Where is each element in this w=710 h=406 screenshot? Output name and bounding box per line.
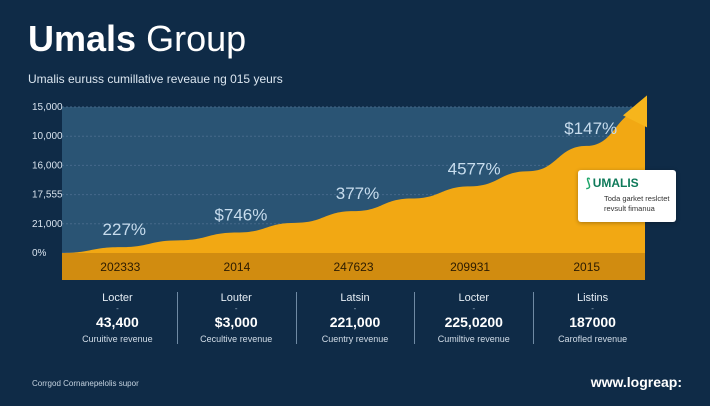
stat-4: Locter - 225,0200 Cumiltive revenue [414,292,533,352]
stat-caption: Cuentry revenue [321,334,389,344]
data-label: 4577% [448,159,501,178]
badge-line-2: revsult fimanua [604,204,655,213]
title-bold: Umals [28,18,137,59]
badge-text: Toda garket reslctet revsult fimanua [604,194,669,214]
y-tick-label: 16,000 [32,160,63,171]
category-band [62,253,645,280]
stat-caption: Cecultive revenue [200,334,273,344]
stat-caption: Curuitive revenue [82,334,153,344]
stat-dash: - [591,304,594,313]
data-labels: 227% $746% 377% 4577% $147% [103,119,618,239]
stat-dash: - [472,304,476,313]
badge-logo: ⟆ UMALIS [586,176,639,190]
y-tick-label: 0% [32,248,47,259]
badge-logo-text: UMALIS [592,176,639,190]
x-axis-categories: 202333 2014 247623 209931 2015 [100,260,600,274]
stats-row: Locter - 43,400 Curuitive revenue Louter… [58,292,652,352]
x-category-label: 2015 [573,260,600,274]
x-category-label: 202333 [100,260,140,274]
data-label: $147% [564,119,617,138]
stat-value: 225,0200 [444,314,503,330]
y-tick-label: 17,555 [32,190,63,201]
stat-5: Listins - 187000 Carofled revenue [533,292,652,352]
stat-3: Latsin - 221,000 Cuentry revenue [295,292,415,352]
badge-line-1: Toda garket reslctet [604,194,670,203]
chart-subtitle: Umalis euruss cumillative reveaue ng 015… [28,72,283,86]
stat-caption: Cumiltive revenue [437,334,510,344]
stat-value: 187000 [569,314,616,330]
y-tick-label: 21,000 [32,219,63,230]
trend-arrow [623,95,647,128]
umalis-badge: ⟆ UMALIS Toda garket reslctet revsult fim… [578,170,676,222]
footer-url[interactable]: www.logreap: [590,374,682,390]
revenue-area [62,109,645,253]
stat-dash: - [234,304,238,313]
x-category-label: 2014 [224,260,251,274]
y-tick-label: 10,000 [32,131,63,142]
stat-dash: - [116,304,119,313]
stat-label: Locter [102,292,133,304]
page-title: Umals Group [28,18,246,60]
stat-caption: Carofled revenue [558,334,628,344]
stat-value: 43,400 [95,314,139,330]
footer-note: Corrgod Cornanepelolis supor [32,379,139,388]
data-label: $746% [214,206,267,225]
stat-value: 221,000 [329,314,381,330]
x-category-label: 209931 [450,260,490,274]
x-category-label: 247623 [333,260,373,274]
stat-1: Locter - 43,400 Curuitive revenue [58,292,177,352]
stat-label: Listins [576,292,609,304]
y-tick-label: 15,000 [32,102,63,113]
stat-label: Locter [458,292,490,304]
stat-2: Louter - $3,000 Cecultive revenue [176,292,296,352]
y-axis-ticks: 15,000 10,000 16,000 17,555 21,000 0% [32,102,63,259]
data-label: 377% [336,184,379,203]
stat-value: $3,000 [214,314,258,330]
stat-label: Louter [220,292,252,304]
title-rest: Group [146,18,247,59]
leaf-icon: ⟆ [586,176,591,190]
stat-label: Latsin [340,292,370,304]
data-label: 227% [103,220,146,239]
stat-dash: - [353,304,357,313]
